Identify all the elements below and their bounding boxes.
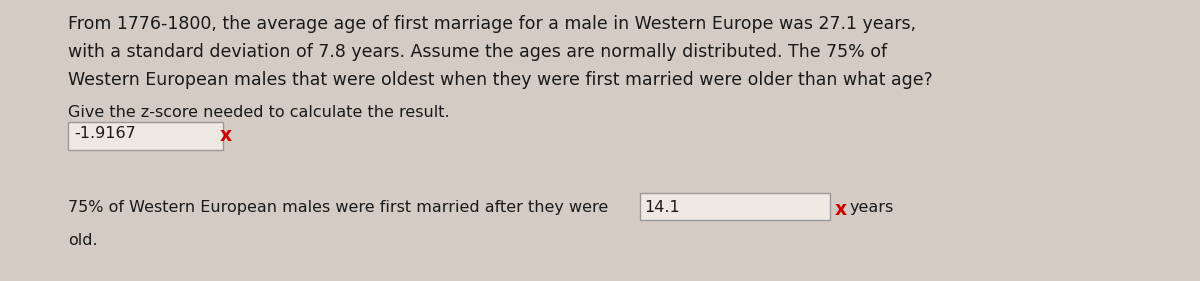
Text: x: x [835,200,847,219]
Text: old.: old. [68,233,97,248]
Text: From 1776-1800, the average age of first marriage for a male in Western Europe w: From 1776-1800, the average age of first… [68,15,916,33]
Text: with a standard deviation of 7.8 years. Assume the ages are normally distributed: with a standard deviation of 7.8 years. … [68,43,887,61]
FancyBboxPatch shape [640,193,830,220]
Text: years: years [850,200,894,215]
Text: 75% of Western European males were first married after they were: 75% of Western European males were first… [68,200,608,215]
Text: Western European males that were oldest when they were first married were older : Western European males that were oldest … [68,71,932,89]
Text: -1.9167: -1.9167 [74,126,136,141]
Text: x: x [220,126,232,145]
FancyBboxPatch shape [68,122,223,150]
Text: 14.1: 14.1 [644,200,679,215]
Text: Give the z-score needed to calculate the result.: Give the z-score needed to calculate the… [68,105,450,120]
